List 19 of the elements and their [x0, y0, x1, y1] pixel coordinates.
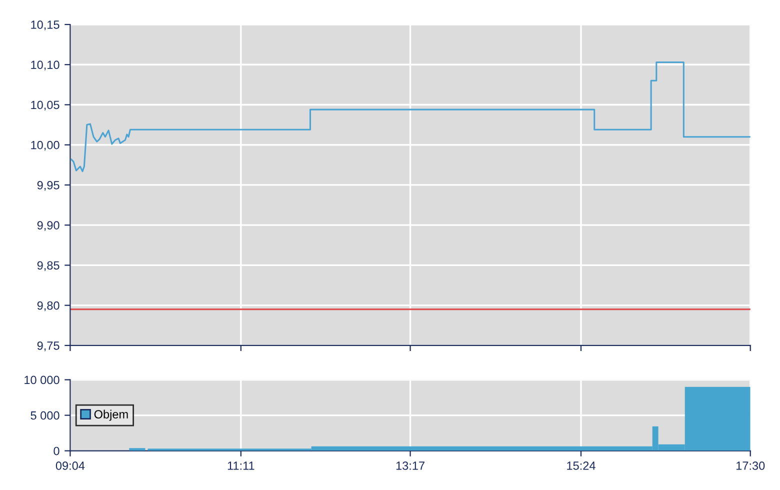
y-tick-label: 9,75 — [37, 341, 60, 352]
y-tick-label: 9,95 — [37, 181, 60, 191]
x-tick-label: 13:17 — [396, 462, 424, 470]
y-tick-label: 10,15 — [31, 20, 60, 30]
legend-label: Objem — [94, 410, 128, 421]
y-tick-label: 0 — [54, 446, 60, 456]
y-tick-label: 5 000 — [30, 411, 60, 420]
line-series — [70, 61, 750, 172]
x-tick-label: 11:11 — [228, 462, 254, 470]
y-tick-label: 9,80 — [37, 301, 60, 312]
x-tick-label: 17:30 — [736, 462, 765, 470]
y-tick-label: 10 000 — [24, 376, 60, 384]
y-tick-label: 10,05 — [31, 100, 60, 111]
x-tick-label: 15:24 — [567, 462, 596, 470]
y-tick-label: 9,90 — [37, 221, 60, 231]
y-tick-label: 10,00 — [31, 140, 60, 151]
y-tick-label: 10,10 — [31, 60, 60, 70]
y-tick-label: 9,85 — [37, 261, 60, 271]
x-tick-label: 09:04 — [56, 462, 85, 470]
